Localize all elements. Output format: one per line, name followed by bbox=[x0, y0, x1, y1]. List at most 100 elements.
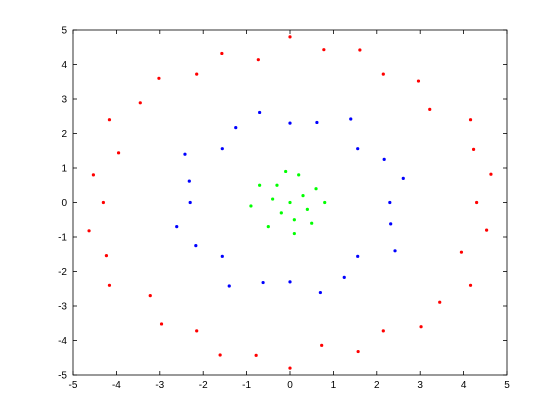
point bbox=[91, 173, 95, 177]
point bbox=[104, 254, 109, 258]
point bbox=[349, 117, 353, 121]
point bbox=[138, 101, 142, 105]
point bbox=[279, 211, 283, 215]
y-tick-label: 5 bbox=[61, 26, 67, 37]
point bbox=[459, 250, 464, 254]
point bbox=[261, 280, 265, 285]
point bbox=[258, 183, 262, 187]
point bbox=[471, 147, 476, 151]
point bbox=[489, 172, 493, 176]
y-tick-label: -3 bbox=[58, 302, 67, 313]
point bbox=[315, 120, 319, 125]
point bbox=[195, 329, 199, 333]
point bbox=[358, 48, 362, 52]
point bbox=[183, 152, 187, 156]
point bbox=[227, 284, 231, 288]
x-tick-label: -3 bbox=[155, 380, 164, 391]
point bbox=[159, 322, 164, 326]
point bbox=[271, 197, 275, 201]
point bbox=[314, 187, 318, 191]
point bbox=[220, 254, 224, 258]
point bbox=[107, 283, 112, 287]
point bbox=[101, 200, 105, 205]
point bbox=[389, 222, 393, 226]
y-tick-label: -5 bbox=[58, 371, 67, 382]
y-tick-label: 4 bbox=[61, 60, 67, 71]
x-tick-label: 0 bbox=[287, 380, 293, 391]
x-tick-label: 3 bbox=[417, 380, 423, 391]
point bbox=[187, 179, 191, 183]
x-tick-label: 5 bbox=[504, 380, 510, 391]
point bbox=[234, 126, 238, 130]
point bbox=[256, 58, 260, 62]
y-tick-label: -2 bbox=[58, 267, 67, 278]
point bbox=[220, 51, 224, 56]
point bbox=[475, 200, 479, 205]
point bbox=[148, 294, 152, 298]
point bbox=[266, 225, 270, 229]
point bbox=[188, 200, 192, 205]
x-tick-label: -1 bbox=[242, 380, 251, 391]
x-tick-label: -5 bbox=[69, 380, 78, 391]
point bbox=[288, 121, 292, 125]
y-tick-label: -1 bbox=[58, 233, 67, 244]
x-tick-label: 2 bbox=[374, 380, 380, 391]
point bbox=[220, 147, 224, 151]
x-tick-label: -2 bbox=[199, 380, 208, 391]
point bbox=[419, 325, 423, 329]
y-tick-label: 1 bbox=[61, 164, 67, 175]
point bbox=[485, 228, 489, 232]
point bbox=[292, 218, 296, 222]
point bbox=[116, 151, 121, 155]
point bbox=[356, 147, 360, 151]
point bbox=[416, 79, 421, 83]
point bbox=[320, 343, 324, 347]
point bbox=[284, 169, 288, 174]
point bbox=[318, 290, 322, 295]
point bbox=[254, 353, 258, 357]
point bbox=[305, 207, 309, 211]
point bbox=[438, 300, 442, 304]
point bbox=[301, 194, 305, 198]
point bbox=[288, 35, 292, 39]
x-tick-label: 4 bbox=[461, 380, 467, 391]
point bbox=[297, 173, 301, 177]
point bbox=[322, 48, 326, 52]
point bbox=[218, 353, 222, 357]
point bbox=[275, 183, 279, 187]
y-tick-label: 2 bbox=[61, 129, 67, 140]
point bbox=[288, 200, 292, 205]
point bbox=[195, 72, 199, 76]
x-tick-label: 1 bbox=[331, 380, 337, 391]
point bbox=[381, 329, 385, 333]
point bbox=[401, 176, 405, 180]
point bbox=[356, 254, 360, 258]
point bbox=[468, 118, 473, 122]
point bbox=[393, 249, 397, 253]
point bbox=[428, 107, 432, 111]
point bbox=[194, 244, 198, 248]
point bbox=[342, 275, 346, 279]
point bbox=[310, 221, 314, 225]
y-tick-label: -4 bbox=[58, 336, 67, 347]
point bbox=[382, 157, 386, 161]
point bbox=[323, 200, 327, 205]
point bbox=[157, 76, 161, 80]
point bbox=[381, 72, 385, 76]
point bbox=[468, 283, 473, 287]
y-tick-label: 0 bbox=[61, 198, 67, 209]
point bbox=[292, 231, 296, 236]
point bbox=[87, 229, 91, 233]
point bbox=[288, 366, 292, 370]
y-tick-label: 3 bbox=[61, 95, 67, 106]
point bbox=[175, 225, 179, 229]
point bbox=[288, 280, 292, 284]
point bbox=[249, 204, 253, 208]
x-tick-label: -4 bbox=[112, 380, 121, 391]
point bbox=[258, 110, 262, 115]
point bbox=[107, 118, 112, 122]
point bbox=[356, 349, 360, 354]
point bbox=[388, 200, 392, 205]
